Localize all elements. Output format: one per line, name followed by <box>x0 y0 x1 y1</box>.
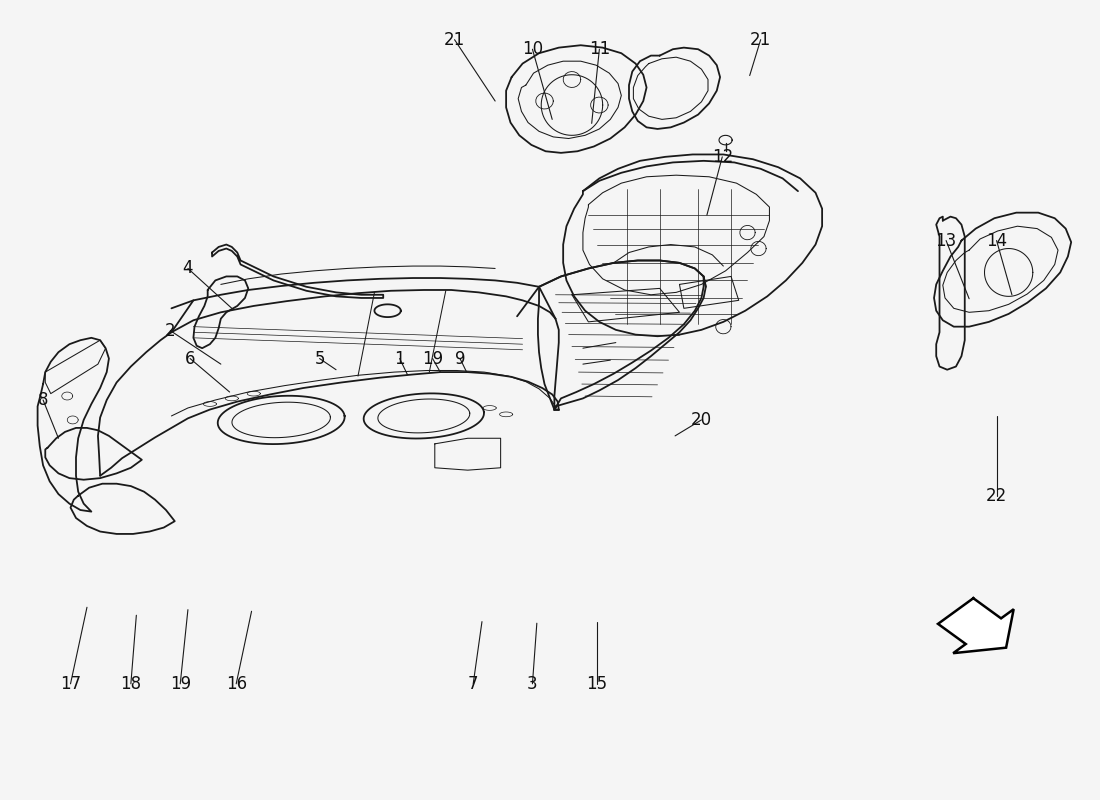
Text: 8: 8 <box>37 391 48 409</box>
Text: 18: 18 <box>120 675 142 693</box>
Text: 12: 12 <box>712 148 733 166</box>
Text: 1: 1 <box>395 350 405 367</box>
Text: 10: 10 <box>521 40 543 58</box>
Text: 22: 22 <box>986 486 1008 505</box>
Text: 19: 19 <box>422 350 443 367</box>
Text: 5: 5 <box>315 350 324 367</box>
Text: 21: 21 <box>750 30 771 49</box>
Text: 13: 13 <box>935 231 957 250</box>
Text: 17: 17 <box>60 675 81 693</box>
Text: 9: 9 <box>454 350 465 367</box>
Text: 20: 20 <box>691 411 712 429</box>
Text: 14: 14 <box>986 231 1008 250</box>
Text: 19: 19 <box>169 675 190 693</box>
Text: 4: 4 <box>183 259 194 278</box>
Text: 2: 2 <box>165 322 176 340</box>
Text: 15: 15 <box>586 675 607 693</box>
Text: 21: 21 <box>444 30 465 49</box>
Text: 6: 6 <box>185 350 196 367</box>
Polygon shape <box>938 598 1014 653</box>
Text: 11: 11 <box>588 40 610 58</box>
Text: 7: 7 <box>468 675 478 693</box>
Text: 16: 16 <box>226 675 246 693</box>
Text: 3: 3 <box>527 675 538 693</box>
